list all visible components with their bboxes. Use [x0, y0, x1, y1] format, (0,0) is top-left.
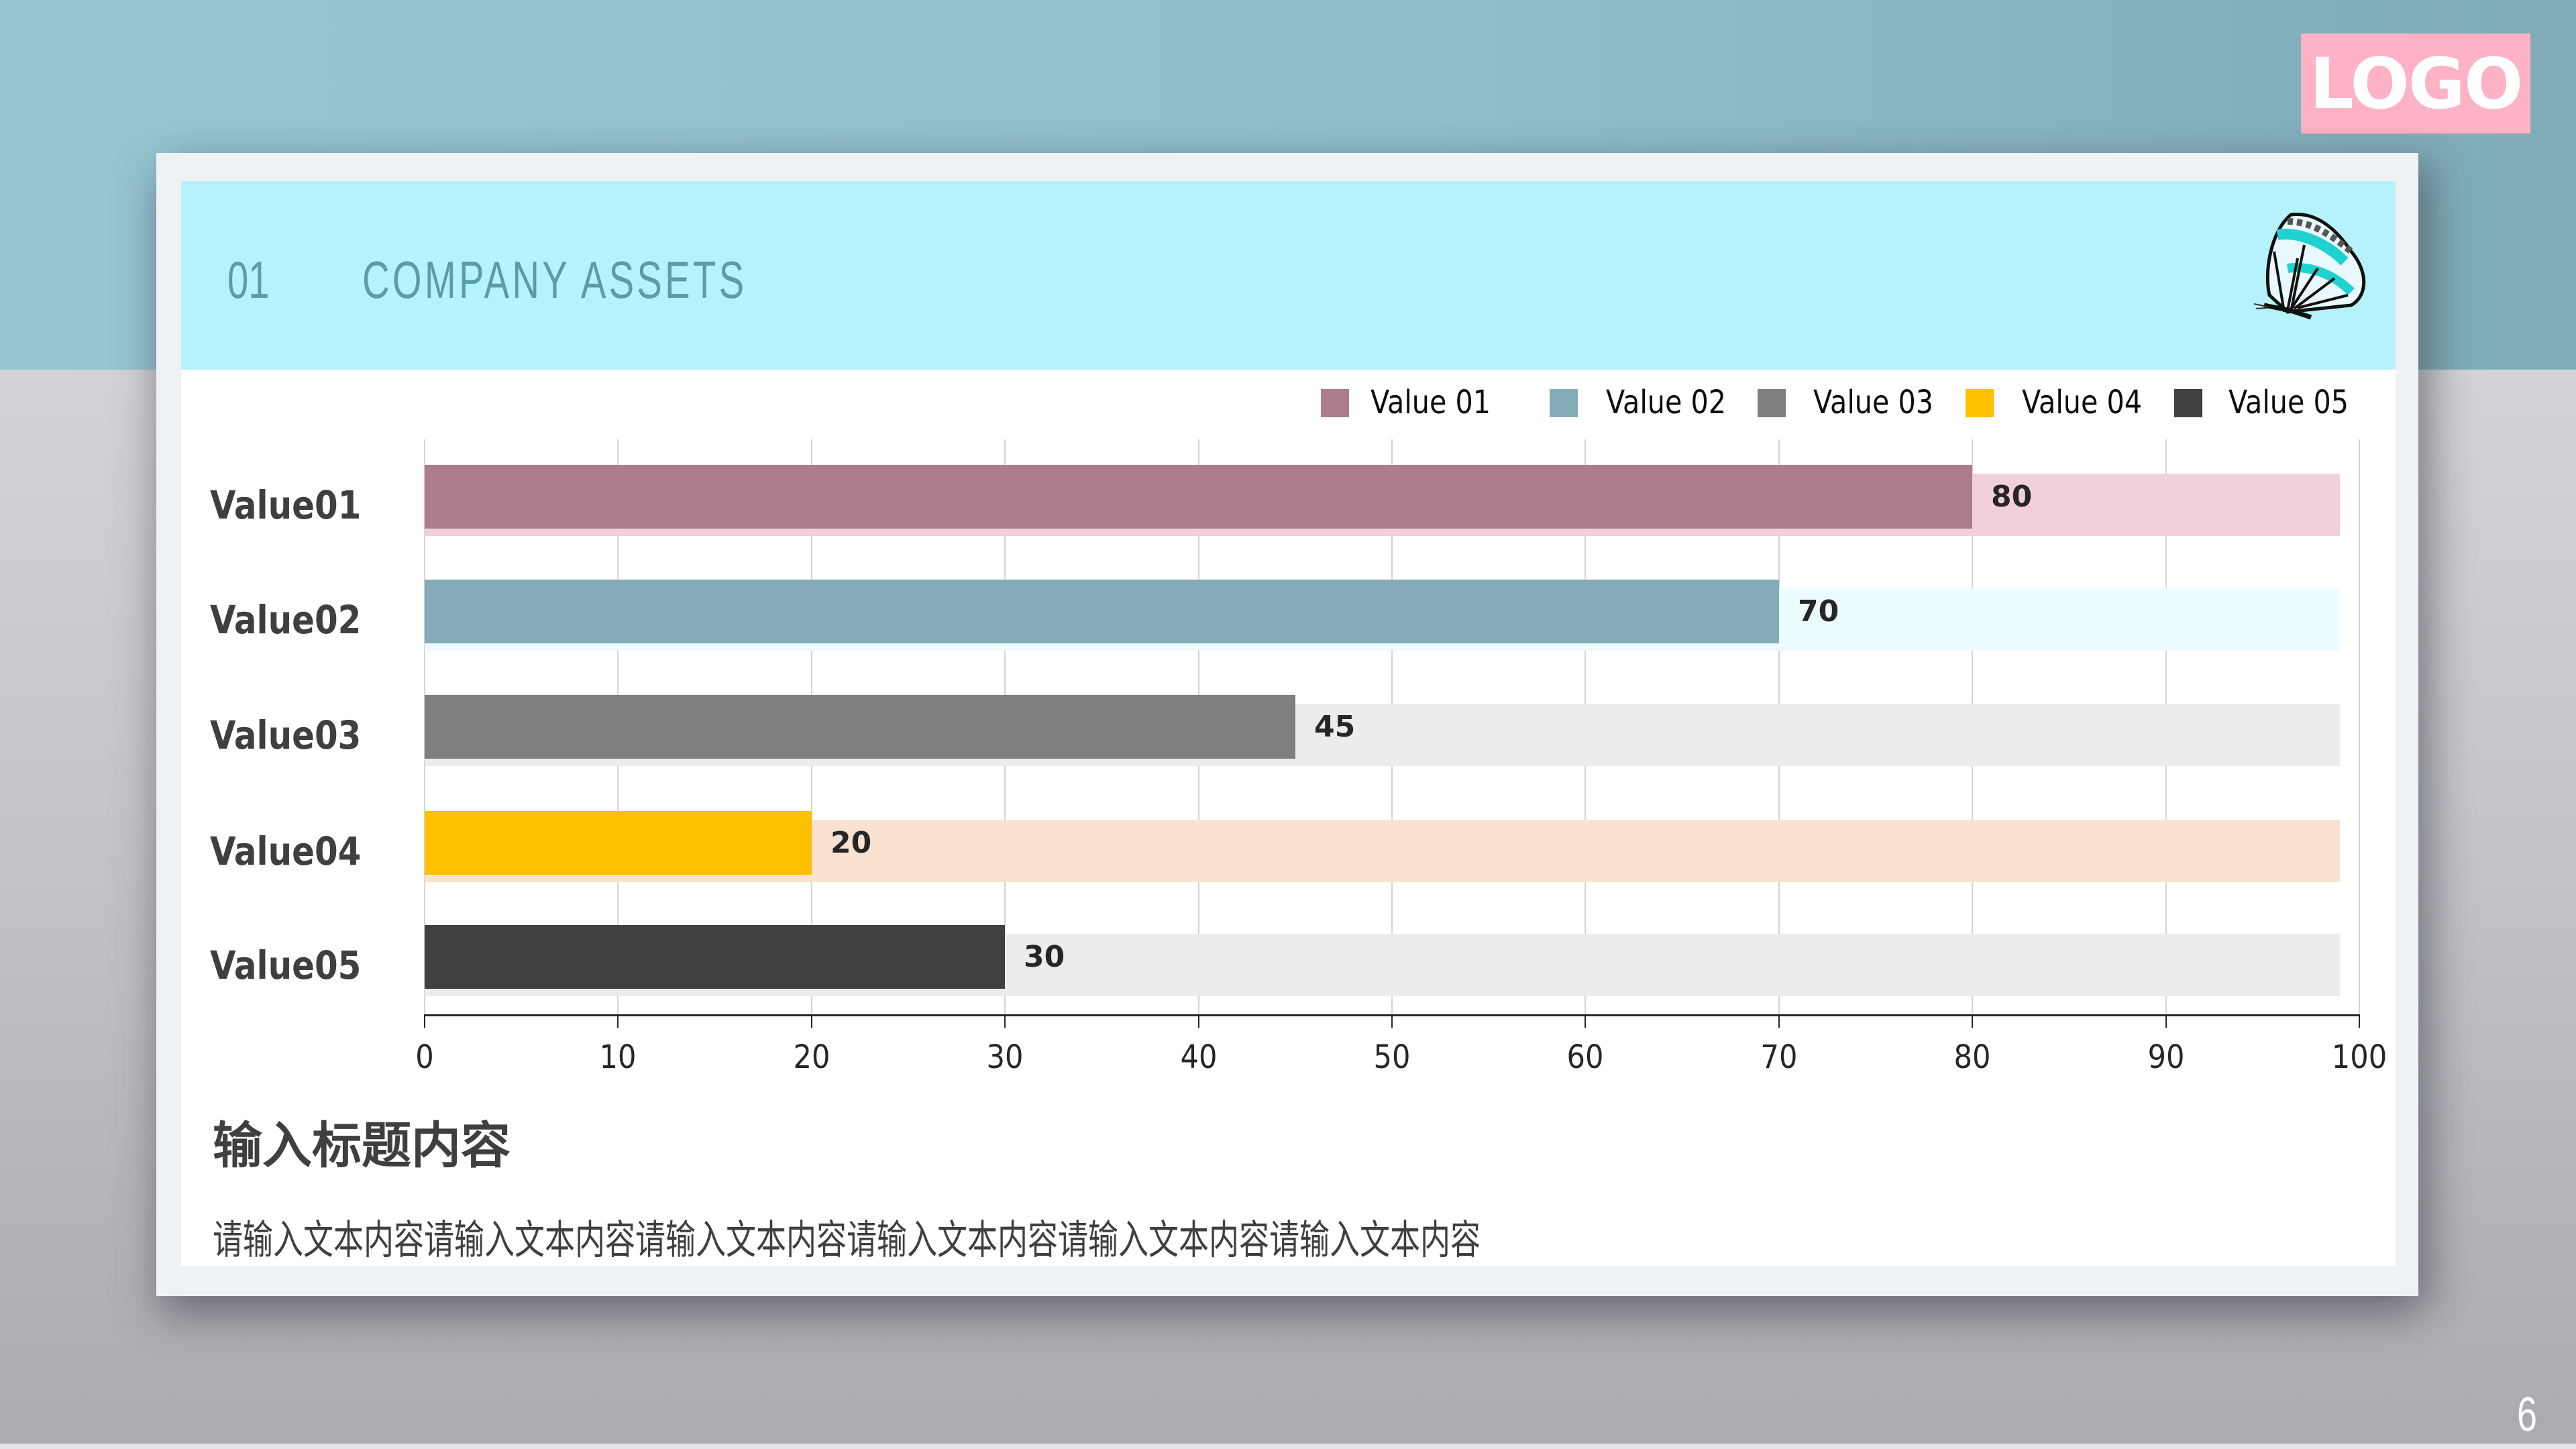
- x-axis-tick: [617, 1014, 619, 1028]
- legend-swatch: [2174, 389, 2202, 417]
- x-axis-tick-label: 10: [599, 1038, 637, 1076]
- page-number: 6: [2517, 1388, 2538, 1442]
- bar: [425, 695, 1295, 759]
- legend-label: Value 01: [1371, 384, 1491, 421]
- category-label: Value01: [210, 482, 362, 528]
- gridline: [2359, 439, 2360, 1015]
- bar: [425, 925, 1005, 989]
- section-header: [181, 181, 2396, 370]
- x-axis-tick: [2359, 1014, 2360, 1028]
- bar-value-label: 70: [1798, 594, 1839, 629]
- category-label: Value05: [210, 943, 362, 988]
- x-axis-tick-label: 60: [1566, 1038, 1604, 1076]
- x-axis-tick-label: 0: [415, 1038, 434, 1076]
- section-number: 01: [227, 250, 270, 309]
- category-label: Value02: [210, 597, 362, 643]
- legend-label: Value 02: [1606, 384, 1727, 421]
- category-label: Value04: [210, 828, 362, 874]
- x-axis-tick-label: 20: [793, 1038, 830, 1076]
- content-heading: 输入标题内容: [213, 1117, 511, 1175]
- bar: [425, 465, 1972, 529]
- x-axis-tick: [811, 1014, 812, 1028]
- x-axis-line: [425, 1014, 2360, 1016]
- bar-value-label: 45: [1314, 710, 1356, 744]
- bar: [425, 811, 812, 875]
- x-axis-tick-label: 40: [1180, 1038, 1218, 1076]
- x-axis-tick: [1972, 1014, 1973, 1028]
- legend-swatch: [1550, 389, 1578, 417]
- x-axis-tick: [1778, 1014, 1780, 1028]
- x-axis-tick: [1198, 1014, 1199, 1028]
- content-body: 请输入文本内容请输入文本内容请输入文本内容请输入文本内容请输入文本内容请输入文本…: [213, 1217, 1481, 1264]
- bottom-strip: [0, 1444, 2576, 1449]
- x-axis-tick-label: 70: [1760, 1038, 1798, 1076]
- legend-swatch: [1321, 389, 1349, 417]
- x-axis-tick: [2165, 1014, 2167, 1028]
- category-label: Value03: [210, 712, 362, 758]
- x-axis-tick: [1004, 1014, 1006, 1028]
- butterfly-icon: [2251, 205, 2375, 322]
- x-axis-tick-label: 90: [2147, 1038, 2185, 1076]
- legend-label: Value 04: [2022, 384, 2143, 421]
- bar: [425, 580, 1779, 643]
- x-axis-tick-label: 80: [1953, 1038, 1991, 1076]
- bar-value-label: 80: [1991, 480, 2033, 514]
- section-title: COMPANY ASSETS: [362, 250, 747, 309]
- x-axis-tick-label: 100: [2331, 1038, 2387, 1076]
- x-axis-tick: [424, 1014, 425, 1028]
- bar-value-label: 30: [1024, 940, 1065, 974]
- bar-value-label: 20: [830, 826, 872, 860]
- legend-swatch: [1758, 389, 1786, 417]
- logo: LOGO: [2301, 34, 2530, 133]
- x-axis-tick-label: 30: [986, 1038, 1024, 1076]
- legend-swatch: [1966, 389, 1994, 417]
- x-axis-tick-label: 50: [1373, 1038, 1411, 1076]
- x-axis-tick: [1391, 1014, 1393, 1028]
- x-axis-tick: [1585, 1014, 1586, 1028]
- legend-label: Value 05: [2229, 384, 2349, 421]
- legend-label: Value 03: [1813, 384, 1934, 421]
